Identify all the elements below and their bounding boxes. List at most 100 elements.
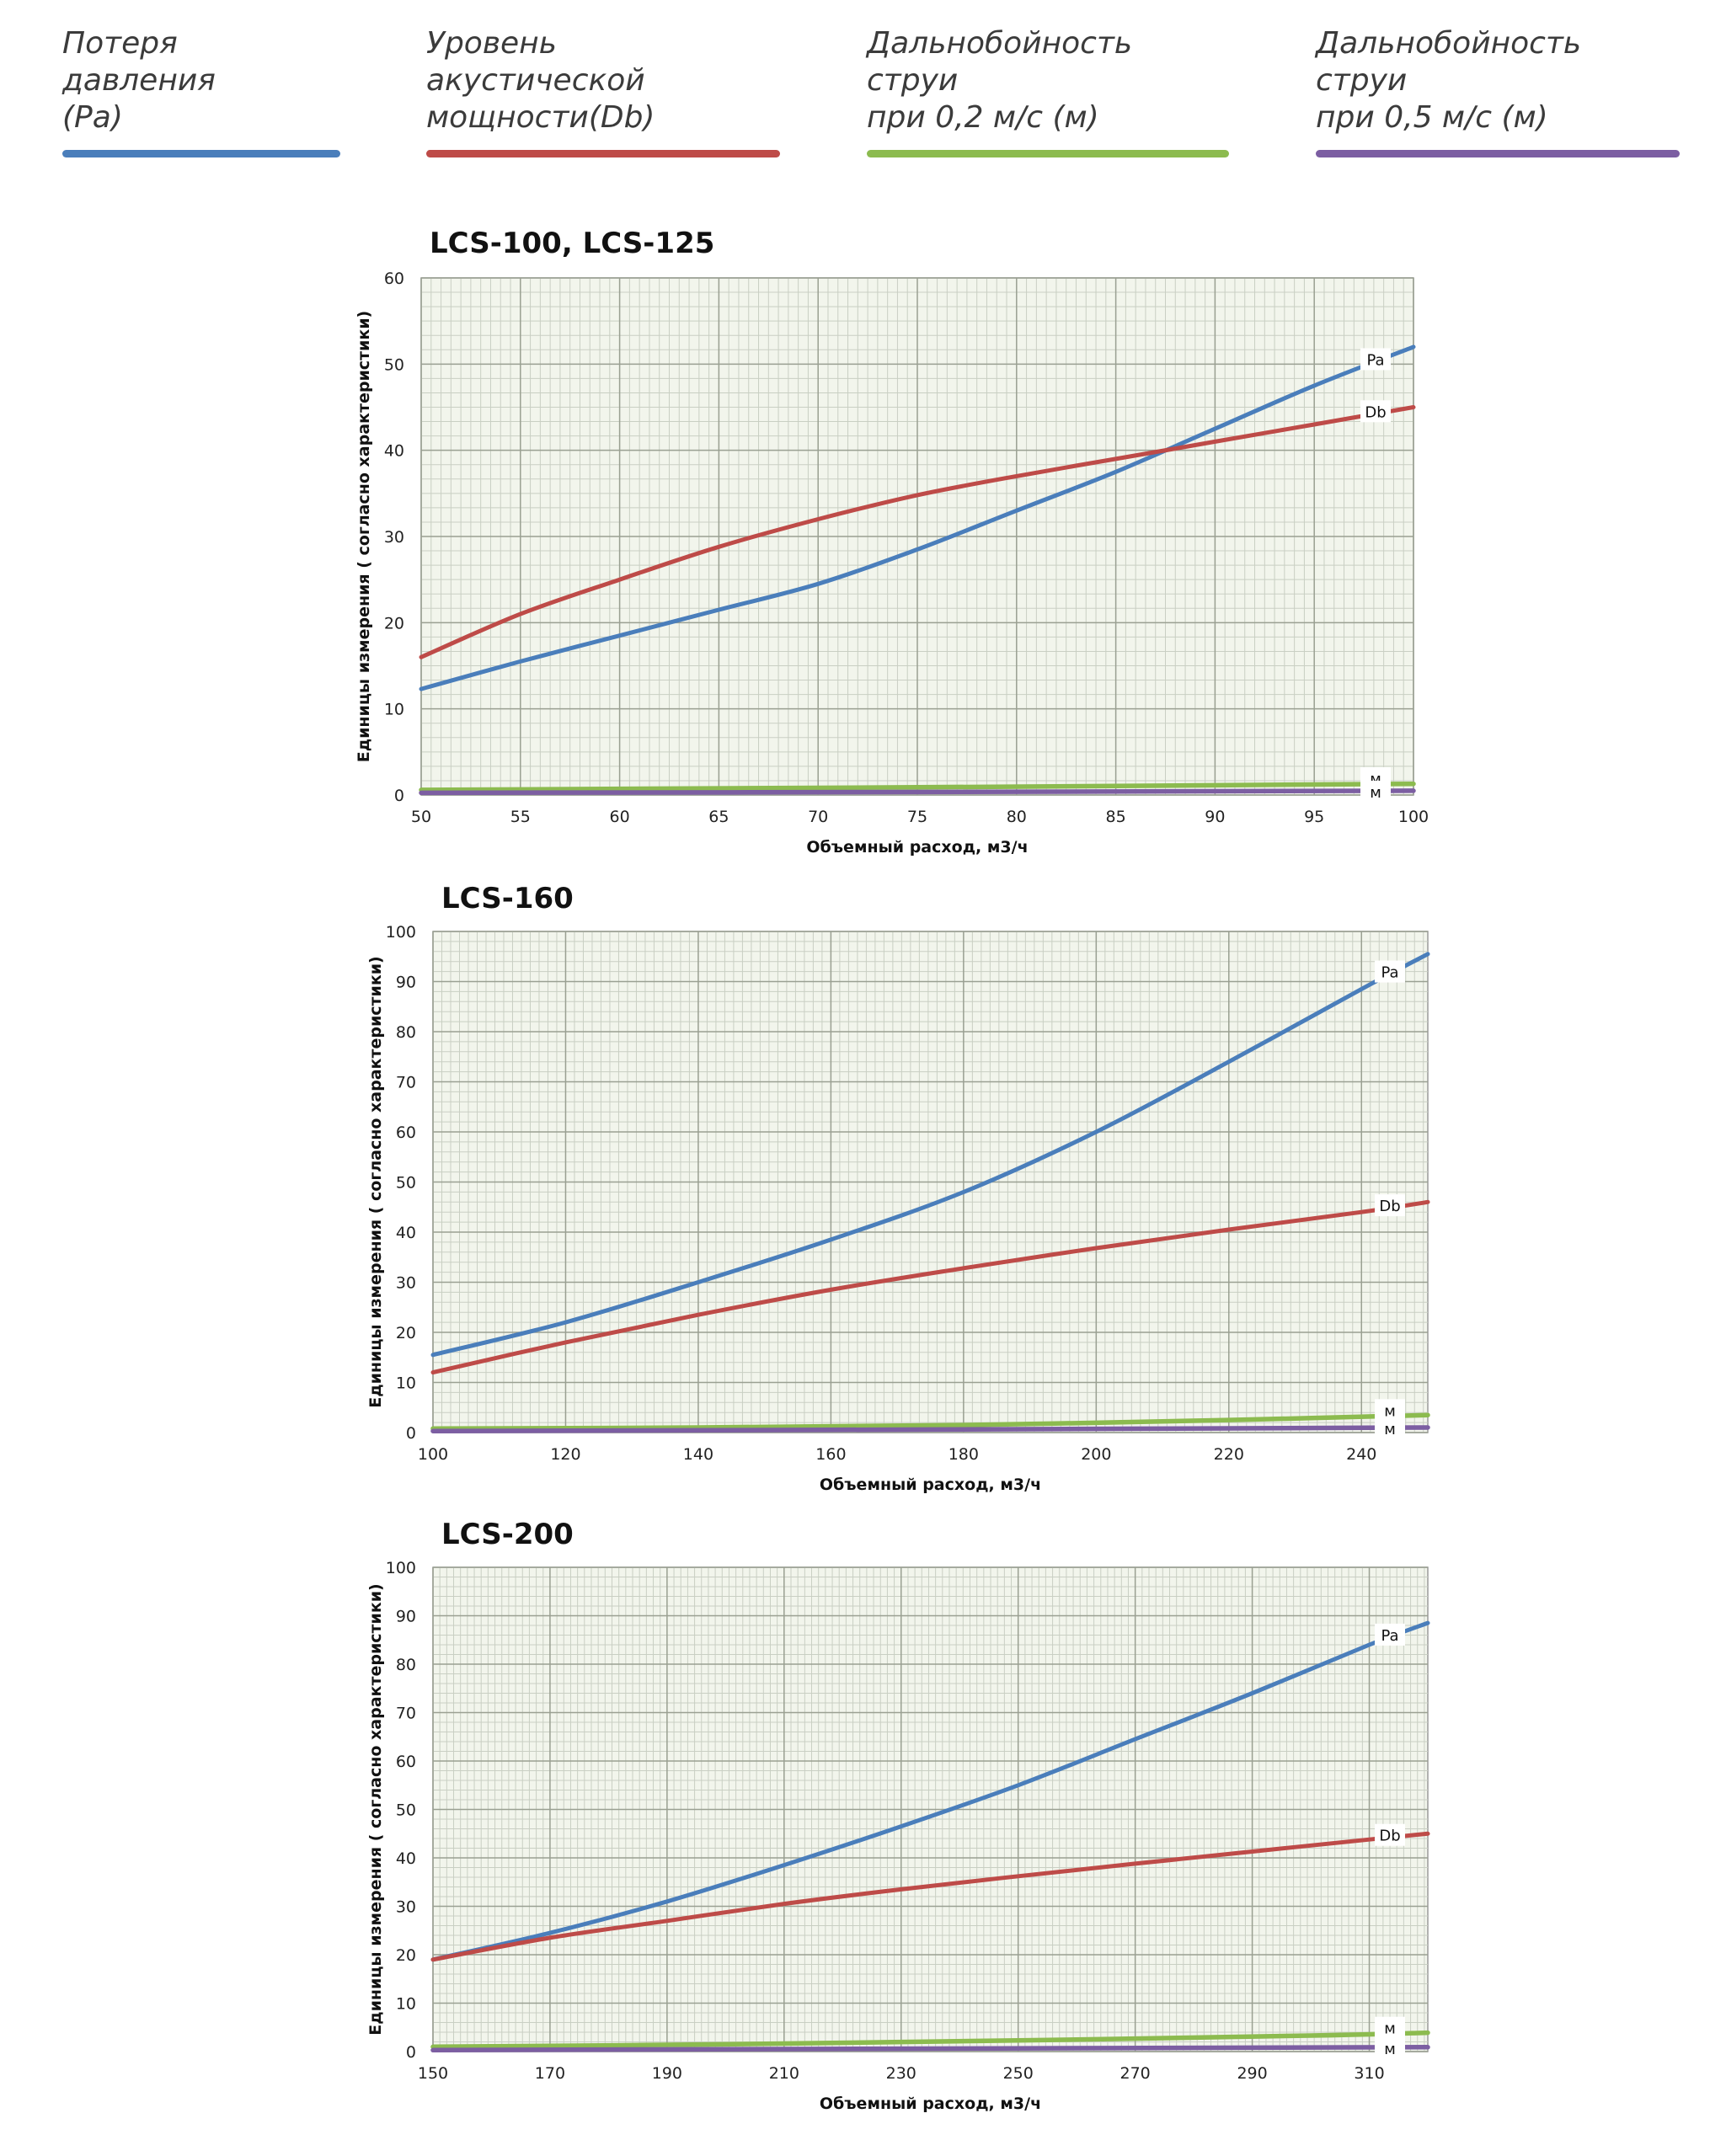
y-tick-label: 10 — [396, 1995, 416, 2014]
y-tick-label: 0 — [406, 2043, 416, 2062]
legend-label: Дальнобойность струи при 0,2 м/с (м) — [867, 26, 1133, 135]
x-tick-label: 90 — [1205, 808, 1225, 826]
series-line-3 — [430, 2045, 1430, 2053]
series-line-3 — [419, 788, 1416, 796]
x-tick-label: 250 — [1003, 2064, 1034, 2083]
legend-item-pressure: Потеря давления (Pa) — [62, 25, 340, 157]
curve-label-bg — [1375, 1194, 1405, 1217]
legend-item-throw-02: Дальнобойность струи при 0,2 м/с (м) — [867, 25, 1229, 157]
y-axis-label: Единицы измерения ( согласно характерист… — [366, 1583, 385, 2036]
curve-label-bg — [1360, 400, 1391, 423]
x-tick-label: 50 — [411, 808, 431, 826]
grid — [420, 277, 1414, 796]
curve-label: Db — [1379, 1198, 1400, 1215]
legend-label: Дальнобойность струи при 0,5 м/с (м) — [1316, 26, 1582, 135]
x-tick-label: 240 — [1346, 1445, 1376, 1464]
x-tick-label: 290 — [1237, 2064, 1267, 2083]
series-line-2 — [419, 781, 1416, 792]
x-axis-label: Объемный расход, м3/ч — [820, 1476, 1041, 1494]
legend-line — [867, 150, 1229, 157]
y-tick-label: 20 — [384, 614, 404, 632]
curve-label: м — [1384, 2041, 1396, 2058]
y-tick-label: 100 — [386, 923, 416, 942]
legend: Потеря давления (Pa) Уровень акустическо… — [0, 25, 1726, 157]
x-tick-label: 70 — [808, 808, 828, 826]
legend-item-throw-05: Дальнобойность струи при 0,5 м/с (м) — [1316, 25, 1680, 157]
curve-label-bg — [1375, 960, 1405, 983]
x-tick-label: 95 — [1304, 808, 1324, 826]
y-axis-label: Единицы измерения ( согласно характерист… — [366, 956, 385, 1408]
legend-label: Потеря давления (Pa) — [62, 26, 216, 135]
y-axis-label: Единицы измерения ( согласно характерист… — [355, 311, 373, 763]
series-line-0 — [419, 344, 1416, 691]
x-tick-label: 65 — [708, 808, 729, 826]
x-tick-label: 140 — [683, 1445, 713, 1464]
legend-line — [426, 150, 780, 157]
curve-label-bg — [1375, 2016, 1405, 2039]
x-tick-label: 180 — [948, 1445, 979, 1464]
y-tick-label: 50 — [396, 1174, 416, 1193]
y-tick-label: 40 — [396, 1849, 416, 1868]
curve-label: м — [1384, 1402, 1396, 1420]
curve-label: Db — [1365, 403, 1386, 421]
x-axis-label: Объемный расход, м3/ч — [806, 838, 1028, 857]
series-line-0 — [430, 1620, 1430, 1962]
grid — [432, 1566, 1428, 2052]
x-tick-label: 150 — [418, 2064, 448, 2083]
curve-label-bg — [1360, 348, 1391, 371]
series-line-3 — [430, 1425, 1430, 1433]
chart-title: LCS-100, LCS-125 — [430, 227, 714, 260]
x-tick-label: 220 — [1214, 1445, 1244, 1464]
y-tick-label: 0 — [394, 787, 404, 805]
y-tick-label: 20 — [396, 1946, 416, 1965]
y-tick-label: 80 — [396, 1023, 416, 1042]
legend-line — [1316, 150, 1680, 157]
curve-label-bg — [1360, 781, 1391, 803]
x-tick-label: 120 — [550, 1445, 580, 1464]
chart-lcs-100-125: LCS-100, LCS-125 50 55 60 65 70 75 80 85 90 95 100 0… — [355, 227, 1429, 857]
y-tick-label: 30 — [396, 1898, 416, 1917]
y-tick-label: 60 — [396, 1123, 416, 1142]
y-tick-label: 0 — [406, 1424, 416, 1443]
legend-line — [62, 150, 340, 157]
x-tick-label: 80 — [1007, 808, 1027, 826]
x-tick-label: 75 — [907, 808, 927, 826]
y-tick-label: 30 — [396, 1274, 416, 1293]
series-line-1 — [430, 1831, 1430, 1962]
x-tick-label: 160 — [815, 1445, 846, 1464]
x-tick-label: 270 — [1120, 2064, 1151, 2083]
legend-item-acoustic: Уровень акустической мощности(Db) — [426, 25, 780, 157]
x-tick-label: 170 — [535, 2064, 565, 2083]
series-line-0 — [430, 952, 1430, 1358]
legend-label: Уровень акустической мощности(Db) — [426, 26, 655, 135]
x-tick-label: 60 — [610, 808, 630, 826]
y-tick-label: 70 — [396, 1705, 416, 1723]
y-tick-label: 70 — [396, 1074, 416, 1092]
x-tick-label: 230 — [886, 2064, 916, 2083]
curve-label: Pa — [1381, 1627, 1398, 1645]
x-tick-label: 55 — [510, 808, 531, 826]
curve-label: м — [1384, 1421, 1396, 1438]
curve-label-bg — [1375, 1823, 1405, 1846]
chart-lcs-200: LCS-200 150 170 190 210 230 250 270 290 310 0 10 20 3… — [366, 1518, 1430, 2113]
curve-label-bg — [1375, 2036, 1405, 2059]
x-tick-label: 210 — [769, 2064, 799, 2083]
y-tick-label: 100 — [386, 1559, 416, 1577]
y-tick-label: 40 — [396, 1224, 416, 1242]
y-tick-label: 30 — [384, 528, 404, 547]
series-line-1 — [419, 405, 1416, 659]
y-tick-label: 10 — [384, 701, 404, 719]
chart-title: LCS-160 — [441, 882, 574, 915]
x-tick-label: 190 — [652, 2064, 682, 2083]
y-tick-label: 80 — [396, 1656, 416, 1674]
y-tick-label: 60 — [396, 1753, 416, 1771]
y-tick-label: 60 — [384, 270, 404, 288]
curve-label-bg — [1375, 1399, 1405, 1422]
series-line-1 — [430, 1199, 1430, 1375]
y-tick-label: 40 — [384, 442, 404, 461]
chart-lcs-160: LCS-160 100 120 140 160 180 200 220 240 0 10 20 30 40… — [366, 882, 1430, 1494]
x-tick-label: 100 — [1398, 808, 1429, 826]
curve-label: Db — [1379, 1828, 1400, 1845]
curve-label-bg — [1375, 1623, 1405, 1646]
x-tick-label: 100 — [418, 1445, 448, 1464]
